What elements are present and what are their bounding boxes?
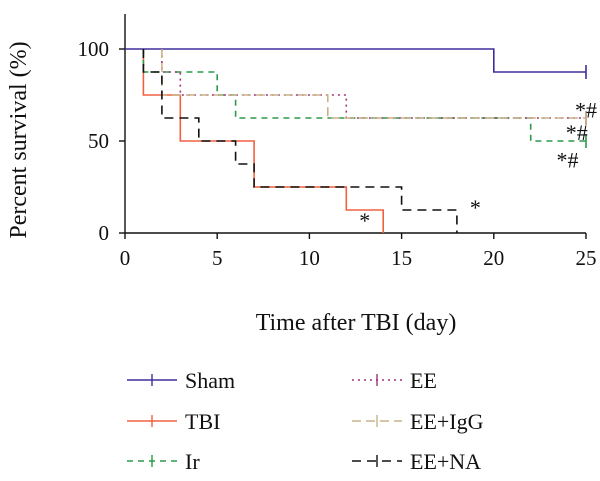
x-tick-label: 25 [576, 246, 597, 270]
axes: 0 5 10 15 20 25 0 50 100 [78, 14, 597, 270]
legend-label: EE+NA [410, 449, 481, 474]
series-line-tbi [142, 49, 384, 233]
y-tick-label: 0 [99, 221, 110, 245]
series-line-sham [125, 48, 586, 73]
series-line-ee-na [142, 49, 458, 233]
significance-annotation: *# [557, 147, 579, 172]
x-tick-label: 10 [299, 246, 320, 270]
y-axis-title: Percent survival (%) [6, 41, 32, 238]
plot-area [125, 48, 587, 233]
legend: Sham TBI Ir EE EE+IgG EE+NA [127, 368, 484, 474]
legend-item-tbi: TBI [127, 409, 220, 434]
legend-label: EE+IgG [410, 409, 484, 434]
legend-label: Ir [185, 449, 200, 474]
legend-label: Sham [185, 368, 235, 393]
x-tick-label: 15 [391, 246, 412, 270]
significance-annotation: *# [575, 98, 597, 123]
x-axis-title: Time after TBI (day) [256, 310, 457, 336]
x-tick-label: 0 [120, 246, 131, 270]
legend-item-sham: Sham [127, 368, 235, 393]
series-line-ee-igg [161, 49, 586, 119]
significance-annotation: * [470, 195, 481, 220]
annotations: ***#*#*# [359, 98, 597, 233]
series-line-ee [161, 49, 586, 119]
series-line-ir [142, 49, 586, 142]
legend-label: EE [410, 368, 437, 393]
x-tick-label: 5 [212, 246, 223, 270]
x-tick-label: 20 [483, 246, 504, 270]
legend-item-ee-igg: EE+IgG [352, 409, 484, 434]
significance-annotation: * [359, 208, 370, 233]
legend-item-ee-na: EE+NA [352, 449, 481, 474]
y-tick-label: 50 [88, 129, 109, 153]
legend-label: TBI [185, 409, 220, 434]
significance-annotation: *# [566, 120, 588, 145]
y-tick-label: 100 [78, 37, 110, 61]
legend-item-ir: Ir [127, 449, 200, 474]
legend-item-ee: EE [352, 368, 437, 393]
